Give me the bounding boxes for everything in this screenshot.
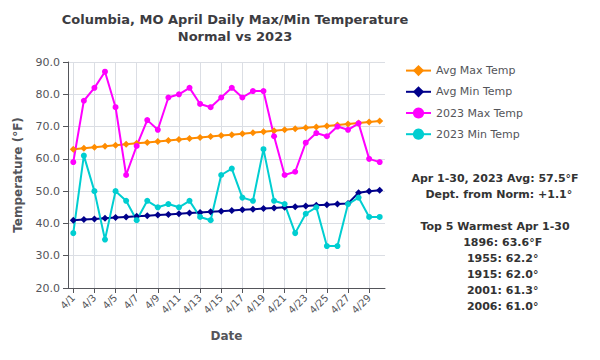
svg-text:4/17: 4/17 bbox=[223, 292, 247, 316]
svg-text:4/1: 4/1 bbox=[58, 292, 77, 311]
svg-text:4/7: 4/7 bbox=[121, 292, 140, 311]
svg-text:90.0: 90.0 bbox=[36, 56, 61, 69]
svg-text:2023 Min Temp: 2023 Min Temp bbox=[436, 128, 520, 141]
svg-text:4/15: 4/15 bbox=[201, 292, 225, 316]
svg-text:Columbia, MO April Daily Max/M: Columbia, MO April Daily Max/Min Tempera… bbox=[62, 12, 409, 27]
svg-text:70.0: 70.0 bbox=[36, 120, 61, 133]
svg-text:60.0: 60.0 bbox=[36, 152, 61, 165]
svg-text:80.0: 80.0 bbox=[36, 88, 61, 101]
svg-text:Top 5 Warmest Apr 1-30: Top 5 Warmest Apr 1-30 bbox=[420, 220, 569, 233]
svg-text:4/27: 4/27 bbox=[328, 292, 352, 316]
svg-text:30.0: 30.0 bbox=[36, 249, 61, 262]
svg-text:4/21: 4/21 bbox=[265, 292, 289, 316]
svg-text:50.0: 50.0 bbox=[36, 185, 61, 198]
svg-text:4/25: 4/25 bbox=[307, 292, 331, 316]
svg-text:Temperature (°F): Temperature (°F) bbox=[11, 117, 25, 233]
svg-text:4/9: 4/9 bbox=[142, 292, 162, 312]
svg-text:40.0: 40.0 bbox=[36, 217, 61, 230]
svg-text:4/13: 4/13 bbox=[180, 292, 204, 316]
svg-text:2006: 61.0°: 2006: 61.0° bbox=[452, 300, 539, 313]
svg-text:1915: 62.0°: 1915: 62.0° bbox=[452, 268, 539, 281]
svg-text:Dept. from Norm: +1.1°: Dept. from Norm: +1.1° bbox=[418, 188, 573, 201]
svg-text:Date: Date bbox=[211, 329, 243, 343]
svg-text:Avg Min Temp: Avg Min Temp bbox=[436, 85, 512, 98]
svg-text:Normal vs 2023: Normal vs 2023 bbox=[178, 29, 292, 44]
svg-text:4/19: 4/19 bbox=[244, 292, 268, 316]
svg-text:1896: 63.6°F: 1896: 63.6°F bbox=[448, 236, 542, 249]
svg-text:2023 Max Temp: 2023 Max Temp bbox=[436, 107, 523, 120]
svg-text:4/5: 4/5 bbox=[100, 292, 119, 311]
svg-text:4/11: 4/11 bbox=[159, 292, 183, 316]
svg-text:20.0: 20.0 bbox=[36, 282, 61, 295]
svg-text:4/29: 4/29 bbox=[349, 292, 373, 316]
svg-text:Apr 1-30, 2023 Avg: 57.5°F: Apr 1-30, 2023 Avg: 57.5°F bbox=[411, 172, 578, 185]
svg-text:4/3: 4/3 bbox=[79, 292, 98, 311]
svg-text:4/23: 4/23 bbox=[286, 292, 310, 316]
svg-text:2001: 61.3°: 2001: 61.3° bbox=[452, 284, 539, 297]
svg-text:Avg Max Temp: Avg Max Temp bbox=[436, 64, 515, 77]
svg-text:1955: 62.2°: 1955: 62.2° bbox=[452, 252, 539, 265]
